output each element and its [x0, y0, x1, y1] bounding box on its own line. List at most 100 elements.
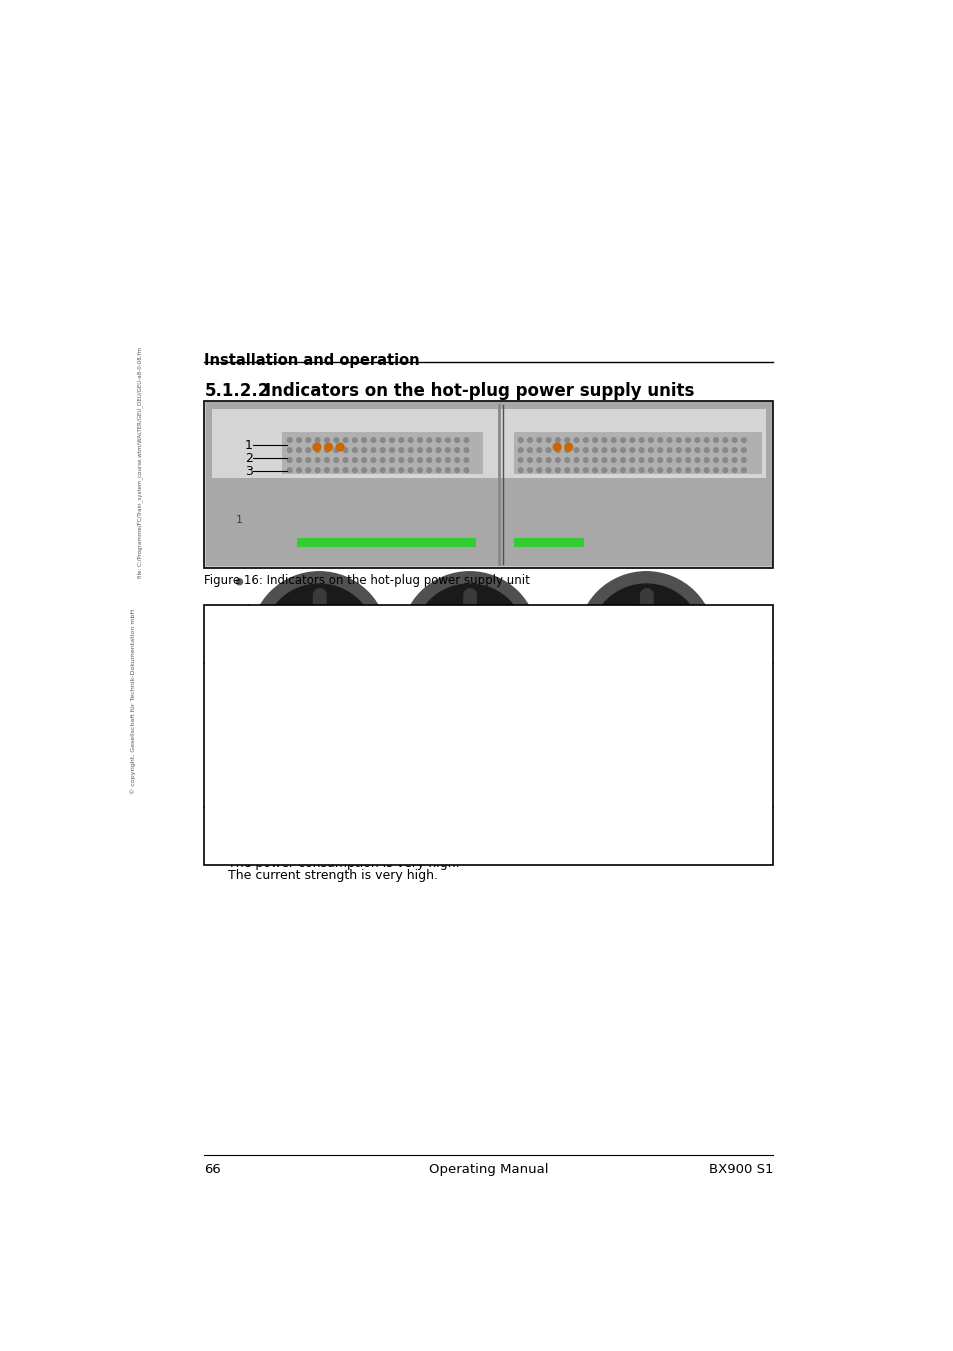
- Bar: [297, 538, 476, 547]
- Circle shape: [685, 438, 690, 442]
- Circle shape: [445, 438, 450, 442]
- Circle shape: [353, 438, 356, 442]
- Circle shape: [740, 458, 745, 462]
- Circle shape: [251, 571, 387, 708]
- Circle shape: [732, 438, 736, 442]
- Circle shape: [695, 467, 699, 473]
- Circle shape: [315, 467, 319, 473]
- Circle shape: [527, 458, 532, 462]
- Text: Indicators on the hot-plug power supply units: Indicators on the hot-plug power supply …: [265, 381, 694, 400]
- Circle shape: [324, 443, 332, 451]
- Circle shape: [398, 438, 403, 442]
- Text: Operating Manual: Operating Manual: [429, 1163, 548, 1177]
- Circle shape: [287, 438, 292, 442]
- Circle shape: [236, 578, 242, 585]
- Circle shape: [546, 438, 550, 442]
- Circle shape: [343, 438, 348, 442]
- Circle shape: [408, 458, 413, 462]
- Circle shape: [408, 447, 413, 453]
- Circle shape: [464, 438, 468, 442]
- Text: 5.1.2.2: 5.1.2.2: [204, 381, 270, 400]
- Circle shape: [713, 438, 718, 442]
- Circle shape: [417, 438, 422, 442]
- Circle shape: [361, 447, 366, 453]
- Circle shape: [564, 467, 569, 473]
- Circle shape: [611, 438, 616, 442]
- Circle shape: [445, 458, 450, 462]
- Circle shape: [601, 447, 606, 453]
- Circle shape: [639, 438, 643, 442]
- Circle shape: [455, 458, 459, 462]
- Circle shape: [601, 467, 606, 473]
- Circle shape: [666, 467, 671, 473]
- Circle shape: [592, 438, 597, 442]
- Circle shape: [334, 447, 338, 453]
- Circle shape: [722, 467, 727, 473]
- Circle shape: [639, 467, 643, 473]
- Text: 3: 3: [245, 466, 253, 478]
- Circle shape: [353, 447, 356, 453]
- Circle shape: [648, 438, 653, 442]
- Circle shape: [555, 438, 559, 442]
- Circle shape: [436, 438, 440, 442]
- Bar: [204, 401, 773, 567]
- Circle shape: [685, 467, 690, 473]
- Circle shape: [456, 626, 483, 654]
- Circle shape: [417, 458, 422, 462]
- Circle shape: [398, 458, 403, 462]
- Circle shape: [390, 467, 394, 473]
- Circle shape: [546, 447, 550, 453]
- Circle shape: [315, 447, 319, 453]
- Circle shape: [408, 438, 413, 442]
- Circle shape: [361, 438, 366, 442]
- Circle shape: [658, 458, 661, 462]
- Circle shape: [343, 447, 348, 453]
- Circle shape: [445, 447, 450, 453]
- Text: Lights up yellow when a prospective error has been detected in the: Lights up yellow when a prospective erro…: [255, 731, 679, 744]
- Text: The current strength is very high.: The current strength is very high.: [228, 869, 437, 882]
- Circle shape: [722, 447, 727, 453]
- Circle shape: [371, 467, 375, 473]
- Circle shape: [629, 458, 634, 462]
- Circle shape: [436, 447, 440, 453]
- Bar: [206, 403, 771, 566]
- Circle shape: [324, 458, 329, 462]
- Circle shape: [436, 458, 440, 462]
- Circle shape: [390, 438, 394, 442]
- Circle shape: [306, 458, 311, 462]
- Circle shape: [455, 447, 459, 453]
- Circle shape: [517, 458, 522, 462]
- Circle shape: [695, 458, 699, 462]
- Circle shape: [537, 438, 541, 442]
- Text: Error indicator for fan module 1 (orange): Error indicator for fan module 1 (orange…: [255, 612, 564, 626]
- Circle shape: [306, 438, 311, 442]
- Circle shape: [620, 458, 624, 462]
- Circle shape: [666, 458, 671, 462]
- Circle shape: [287, 447, 292, 453]
- Circle shape: [639, 458, 643, 462]
- Circle shape: [611, 467, 616, 473]
- Circle shape: [574, 467, 578, 473]
- Text: Error indicator for fan module 2 (orange): Error indicator for fan module 2 (orange…: [255, 815, 564, 828]
- Circle shape: [527, 447, 532, 453]
- Circle shape: [353, 467, 356, 473]
- Circle shape: [306, 467, 311, 473]
- Circle shape: [658, 438, 661, 442]
- Circle shape: [713, 467, 718, 473]
- Circle shape: [287, 467, 292, 473]
- Circle shape: [361, 458, 366, 462]
- Circle shape: [703, 458, 708, 462]
- Text: connected to the mains (standby mode).: connected to the mains (standby mode).: [255, 697, 511, 709]
- Circle shape: [590, 584, 701, 694]
- Circle shape: [537, 467, 541, 473]
- Circle shape: [555, 447, 559, 453]
- Circle shape: [537, 458, 541, 462]
- Circle shape: [315, 458, 319, 462]
- Text: BX900 S1: BX900 S1: [708, 1163, 773, 1177]
- Circle shape: [658, 447, 661, 453]
- Text: Installation and operation: Installation and operation: [204, 353, 419, 367]
- Circle shape: [398, 447, 403, 453]
- Bar: [514, 538, 583, 547]
- Text: 66: 66: [204, 1163, 221, 1177]
- Circle shape: [574, 438, 578, 442]
